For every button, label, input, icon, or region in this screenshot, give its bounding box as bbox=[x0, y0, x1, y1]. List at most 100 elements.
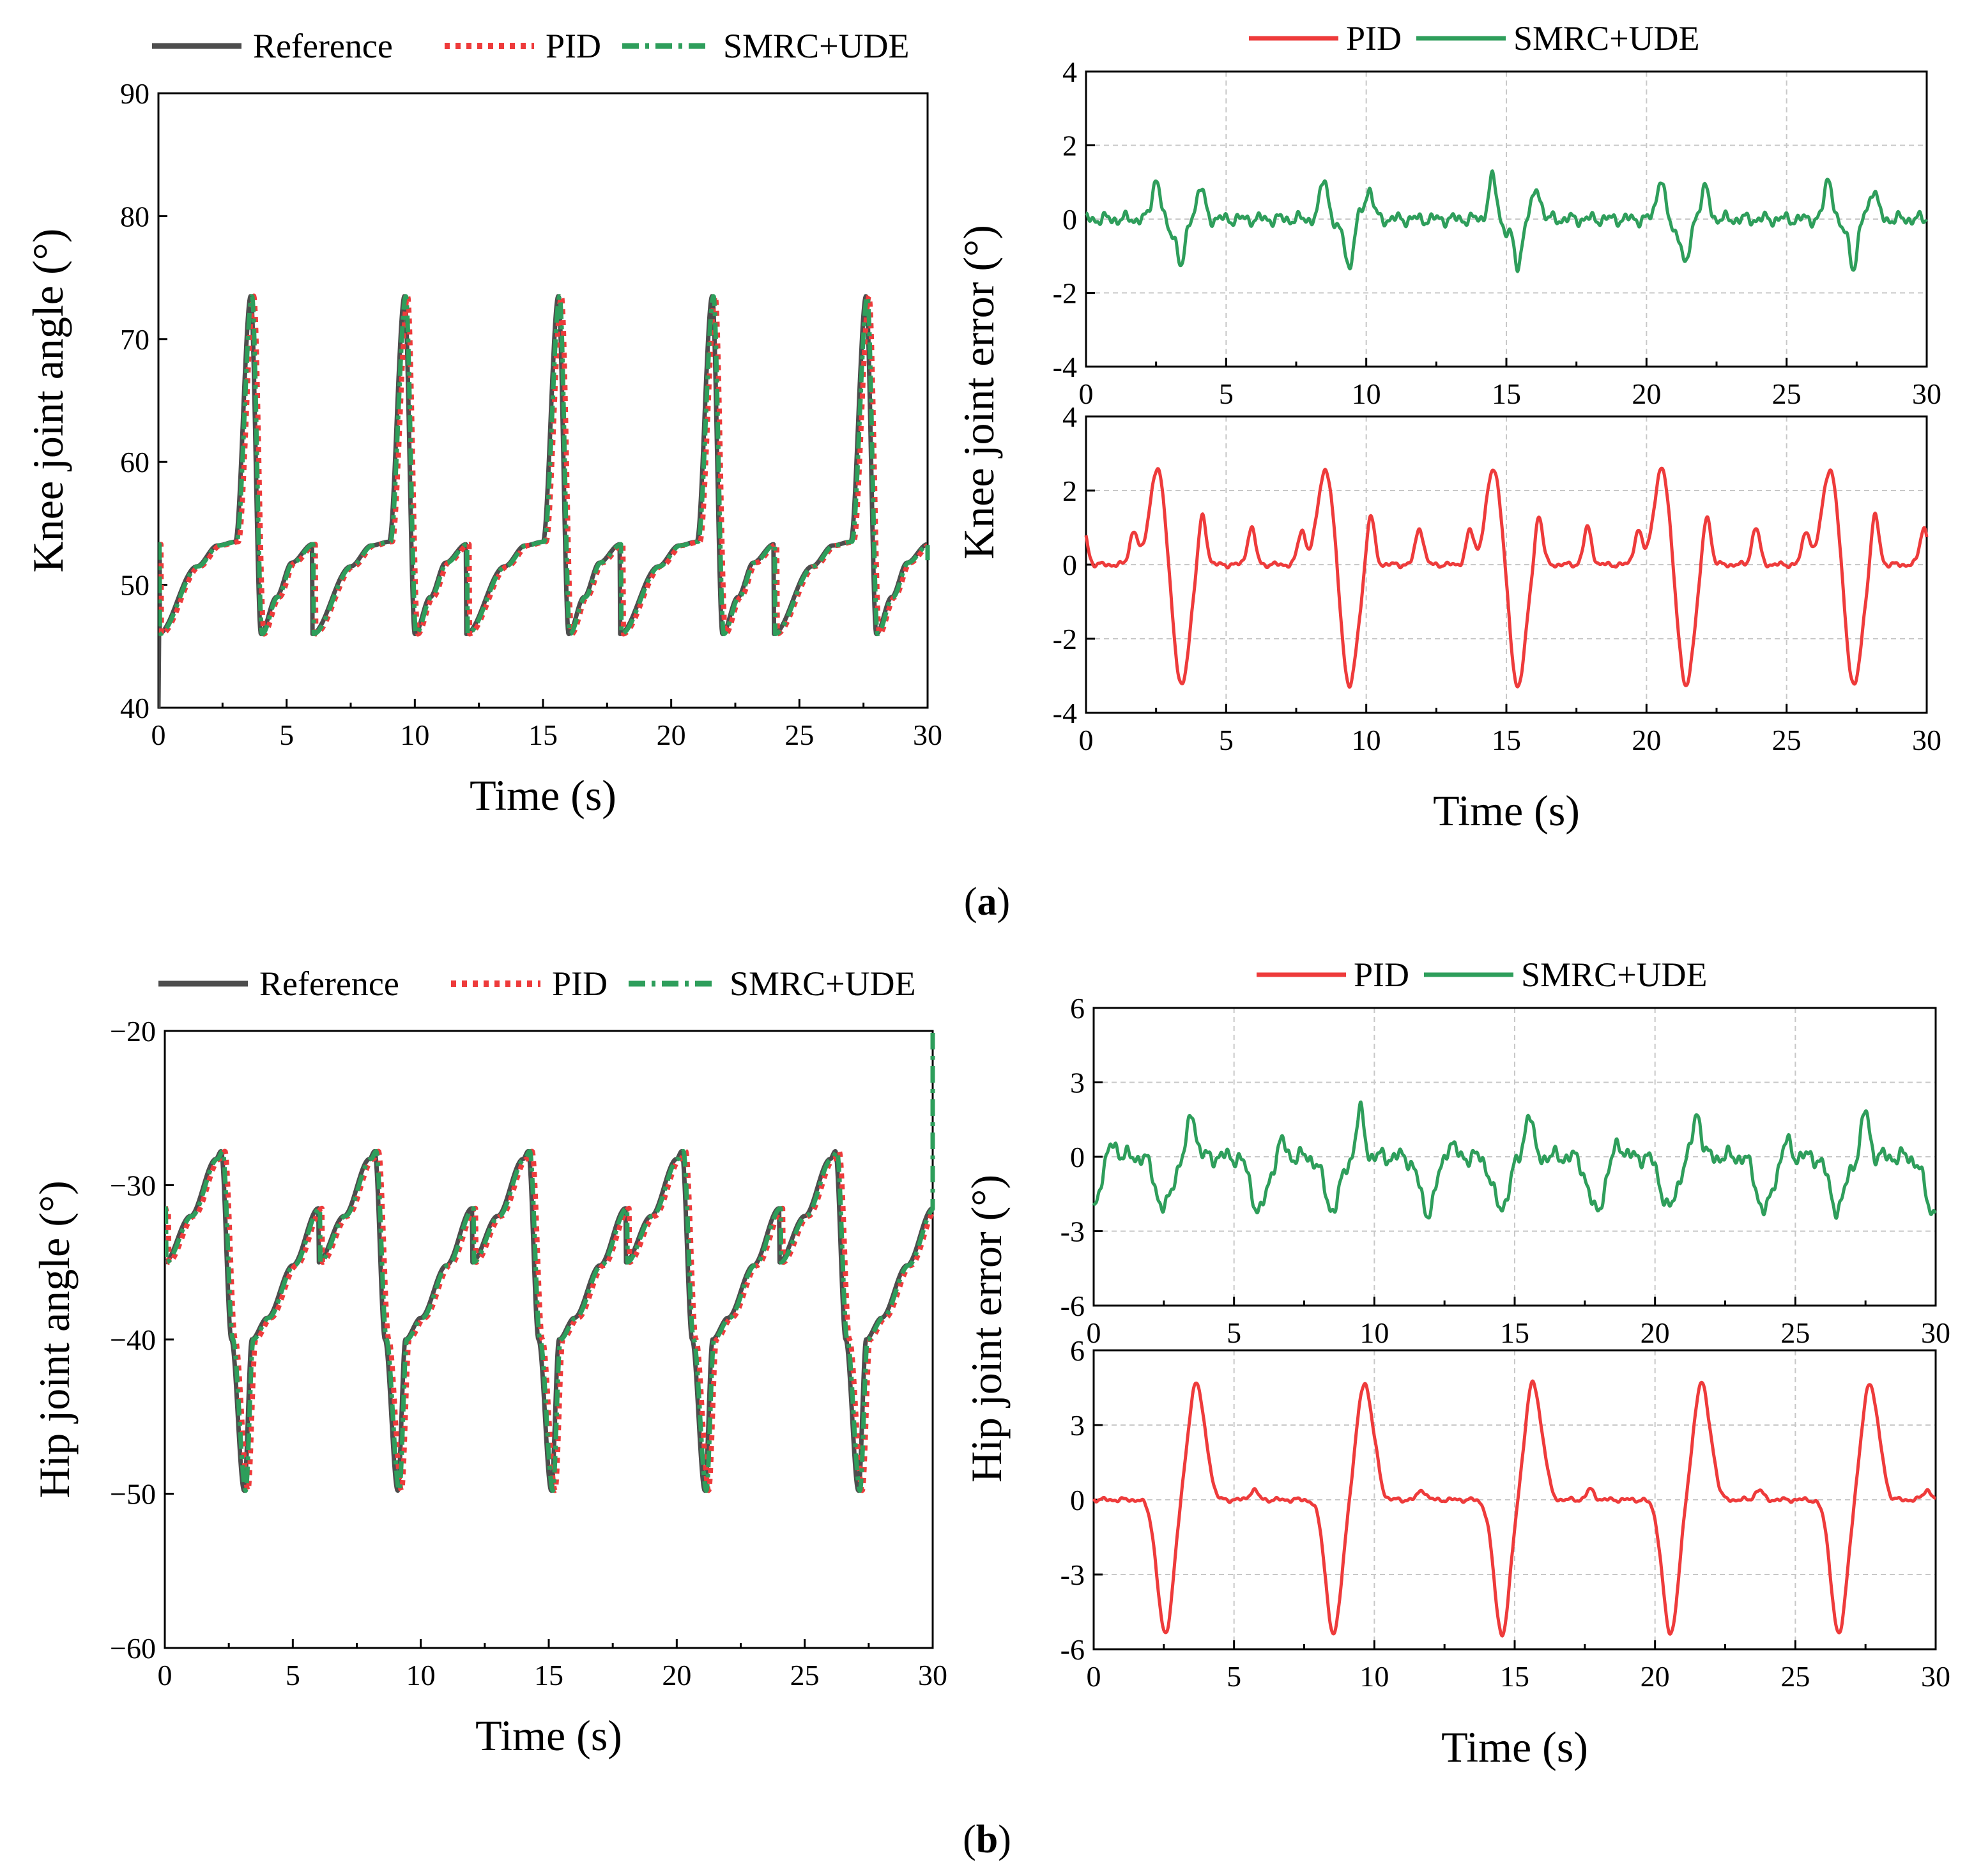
x-tick-label: 25 bbox=[1772, 377, 1802, 410]
y-axis-label: Hip joint error (°) bbox=[962, 1175, 1011, 1483]
y-tick-label: 0 bbox=[1070, 1484, 1085, 1516]
x-tick-label: 0 bbox=[158, 1659, 172, 1691]
y-tick-label: 0 bbox=[1070, 1141, 1085, 1173]
series-pid-line bbox=[1084, 466, 1929, 689]
x-tick-label: 5 bbox=[1219, 724, 1234, 756]
y-tick-label: 80 bbox=[120, 200, 149, 233]
x-axis-label: Time (s) bbox=[470, 771, 616, 820]
legend-label-smrc: SMRC+UDE bbox=[730, 965, 916, 1003]
y-tick-label: −60 bbox=[110, 1632, 156, 1665]
series-reference-line bbox=[165, 1148, 935, 1493]
y-tick-label: -6 bbox=[1060, 1633, 1085, 1666]
x-tick-label: 25 bbox=[1780, 1660, 1810, 1693]
x-tick-label: 5 bbox=[1227, 1660, 1241, 1693]
y-axis-label: Hip joint angle (°) bbox=[30, 1180, 79, 1498]
x-tick-label: 10 bbox=[1359, 1660, 1389, 1693]
legend-label-smrc: SMRC+UDE bbox=[1521, 956, 1708, 994]
y-tick-label: -6 bbox=[1060, 1290, 1085, 1322]
x-tick-label: 0 bbox=[1079, 377, 1094, 410]
panel-label-close: ) bbox=[997, 880, 1011, 924]
y-tick-label: 3 bbox=[1070, 1067, 1085, 1099]
x-tick-label: 5 bbox=[279, 719, 294, 751]
x-tick-label: 15 bbox=[1492, 377, 1521, 410]
x-tick-label: 30 bbox=[1912, 377, 1941, 410]
panel-label-letter: a bbox=[977, 880, 997, 924]
x-tick-label: 30 bbox=[913, 719, 942, 751]
legend: PID SMRC+UDE bbox=[1249, 19, 1700, 57]
x-tick-label: 30 bbox=[1912, 724, 1941, 756]
x-tick-label: 10 bbox=[1352, 377, 1381, 410]
y-tick-label: -3 bbox=[1060, 1559, 1085, 1591]
panel-label-letter: b bbox=[976, 1818, 998, 1861]
x-tick-label: 5 bbox=[1219, 377, 1234, 410]
series-pid-line bbox=[158, 293, 930, 637]
y-tick-label: 3 bbox=[1070, 1409, 1085, 1442]
legend-label-smrc: SMRC+UDE bbox=[1513, 19, 1700, 57]
y-tick-label: -4 bbox=[1053, 351, 1077, 383]
x-tick-label: 0 bbox=[1079, 724, 1094, 756]
y-tick-label: -4 bbox=[1053, 697, 1077, 729]
y-tick-label: 4 bbox=[1062, 400, 1077, 433]
panel-label-open: ( bbox=[963, 1818, 976, 1861]
x-tick-label: 0 bbox=[151, 719, 166, 751]
chart-hip_error_pid: 0 5 10 15 20 25 30 -6 -3 0 3 6 Time (s) bbox=[1060, 1334, 1950, 1771]
legend-label-pid: PID bbox=[546, 27, 601, 65]
y-tick-label: 4 bbox=[1062, 56, 1077, 88]
y-tick-label: 0 bbox=[1062, 203, 1077, 236]
panel-label: (b) bbox=[963, 1818, 1011, 1861]
series-pid-line bbox=[165, 1148, 935, 1493]
x-tick-label: 5 bbox=[286, 1659, 300, 1691]
y-tick-label: −50 bbox=[110, 1478, 156, 1511]
y-tick-label: 40 bbox=[120, 692, 149, 724]
legend: Reference PID SMRC+UDE bbox=[158, 965, 916, 1003]
x-tick-label: 5 bbox=[1227, 1316, 1241, 1349]
x-tick-label: 10 bbox=[1359, 1316, 1389, 1349]
x-tick-label: 15 bbox=[1500, 1316, 1529, 1349]
legend-label-pid: PID bbox=[552, 965, 608, 1003]
x-tick-label: 25 bbox=[784, 719, 814, 751]
panel-label-open: ( bbox=[964, 880, 977, 924]
x-tick-label: 20 bbox=[657, 719, 686, 751]
y-tick-label: −40 bbox=[110, 1323, 156, 1356]
series-reference-line bbox=[158, 294, 930, 708]
legend: PID SMRC+UDE bbox=[1257, 956, 1708, 994]
chart-hip_angle: 0 5 10 15 20 25 30 −60 −50 −40 −30 −20 Time (s) Hip j… bbox=[30, 965, 947, 1760]
x-tick-label: 15 bbox=[528, 719, 558, 751]
y-tick-label: 70 bbox=[120, 323, 149, 356]
chart-knee_error_smrc: 0 5 10 15 20 25 30 -4 -2 0 2 4 Knee joint error (°) P… bbox=[954, 19, 1941, 560]
y-tick-label: 6 bbox=[1070, 992, 1085, 1025]
y-tick-label: 60 bbox=[120, 446, 149, 478]
y-axis-label: Knee joint angle (°) bbox=[24, 229, 72, 573]
x-tick-label: 10 bbox=[1352, 724, 1381, 756]
legend-label-smrc: SMRC+UDE bbox=[723, 27, 910, 65]
x-tick-label: 0 bbox=[1087, 1316, 1101, 1349]
legend-label-reference: Reference bbox=[259, 965, 399, 1003]
x-tick-label: 30 bbox=[918, 1659, 947, 1691]
y-tick-label: −20 bbox=[110, 1015, 156, 1048]
series-smrc-line bbox=[165, 1031, 935, 1493]
x-tick-label: 15 bbox=[1500, 1660, 1529, 1693]
x-tick-label: 20 bbox=[1641, 1316, 1670, 1349]
series-smrc-line bbox=[1092, 1100, 1937, 1220]
y-tick-label: -2 bbox=[1053, 277, 1077, 310]
series-smrc-line bbox=[158, 294, 930, 636]
chart-hip_error_smrc: 0 5 10 15 20 25 30 -6 -3 0 3 6 Hip joint error (°) PI… bbox=[962, 956, 1950, 1483]
y-tick-label: 2 bbox=[1062, 475, 1077, 507]
y-tick-label: -3 bbox=[1060, 1216, 1085, 1248]
y-tick-label: 90 bbox=[120, 77, 149, 110]
y-tick-label: 50 bbox=[120, 569, 149, 602]
legend-label-pid: PID bbox=[1346, 19, 1402, 57]
x-tick-label: 10 bbox=[400, 719, 429, 751]
series-pid-line bbox=[1092, 1379, 1937, 1638]
chart-knee_angle: 0 5 10 15 20 25 30 40 50 60 70 80 90 Time (s) Knee joi… bbox=[24, 27, 942, 820]
x-tick-label: 20 bbox=[1632, 724, 1661, 756]
x-tick-label: 20 bbox=[1632, 377, 1661, 410]
y-tick-label: 6 bbox=[1070, 1334, 1085, 1367]
x-tick-label: 10 bbox=[406, 1659, 436, 1691]
legend: Reference PID SMRC+UDE bbox=[152, 27, 910, 65]
y-tick-label: 0 bbox=[1062, 549, 1077, 581]
x-tick-label: 20 bbox=[662, 1659, 691, 1691]
chart-knee_error_pid: 0 5 10 15 20 25 30 -4 -2 0 2 4 Time (s) bbox=[1053, 400, 1941, 835]
panel-label-close: ) bbox=[998, 1818, 1011, 1861]
y-tick-label: -2 bbox=[1053, 623, 1077, 655]
